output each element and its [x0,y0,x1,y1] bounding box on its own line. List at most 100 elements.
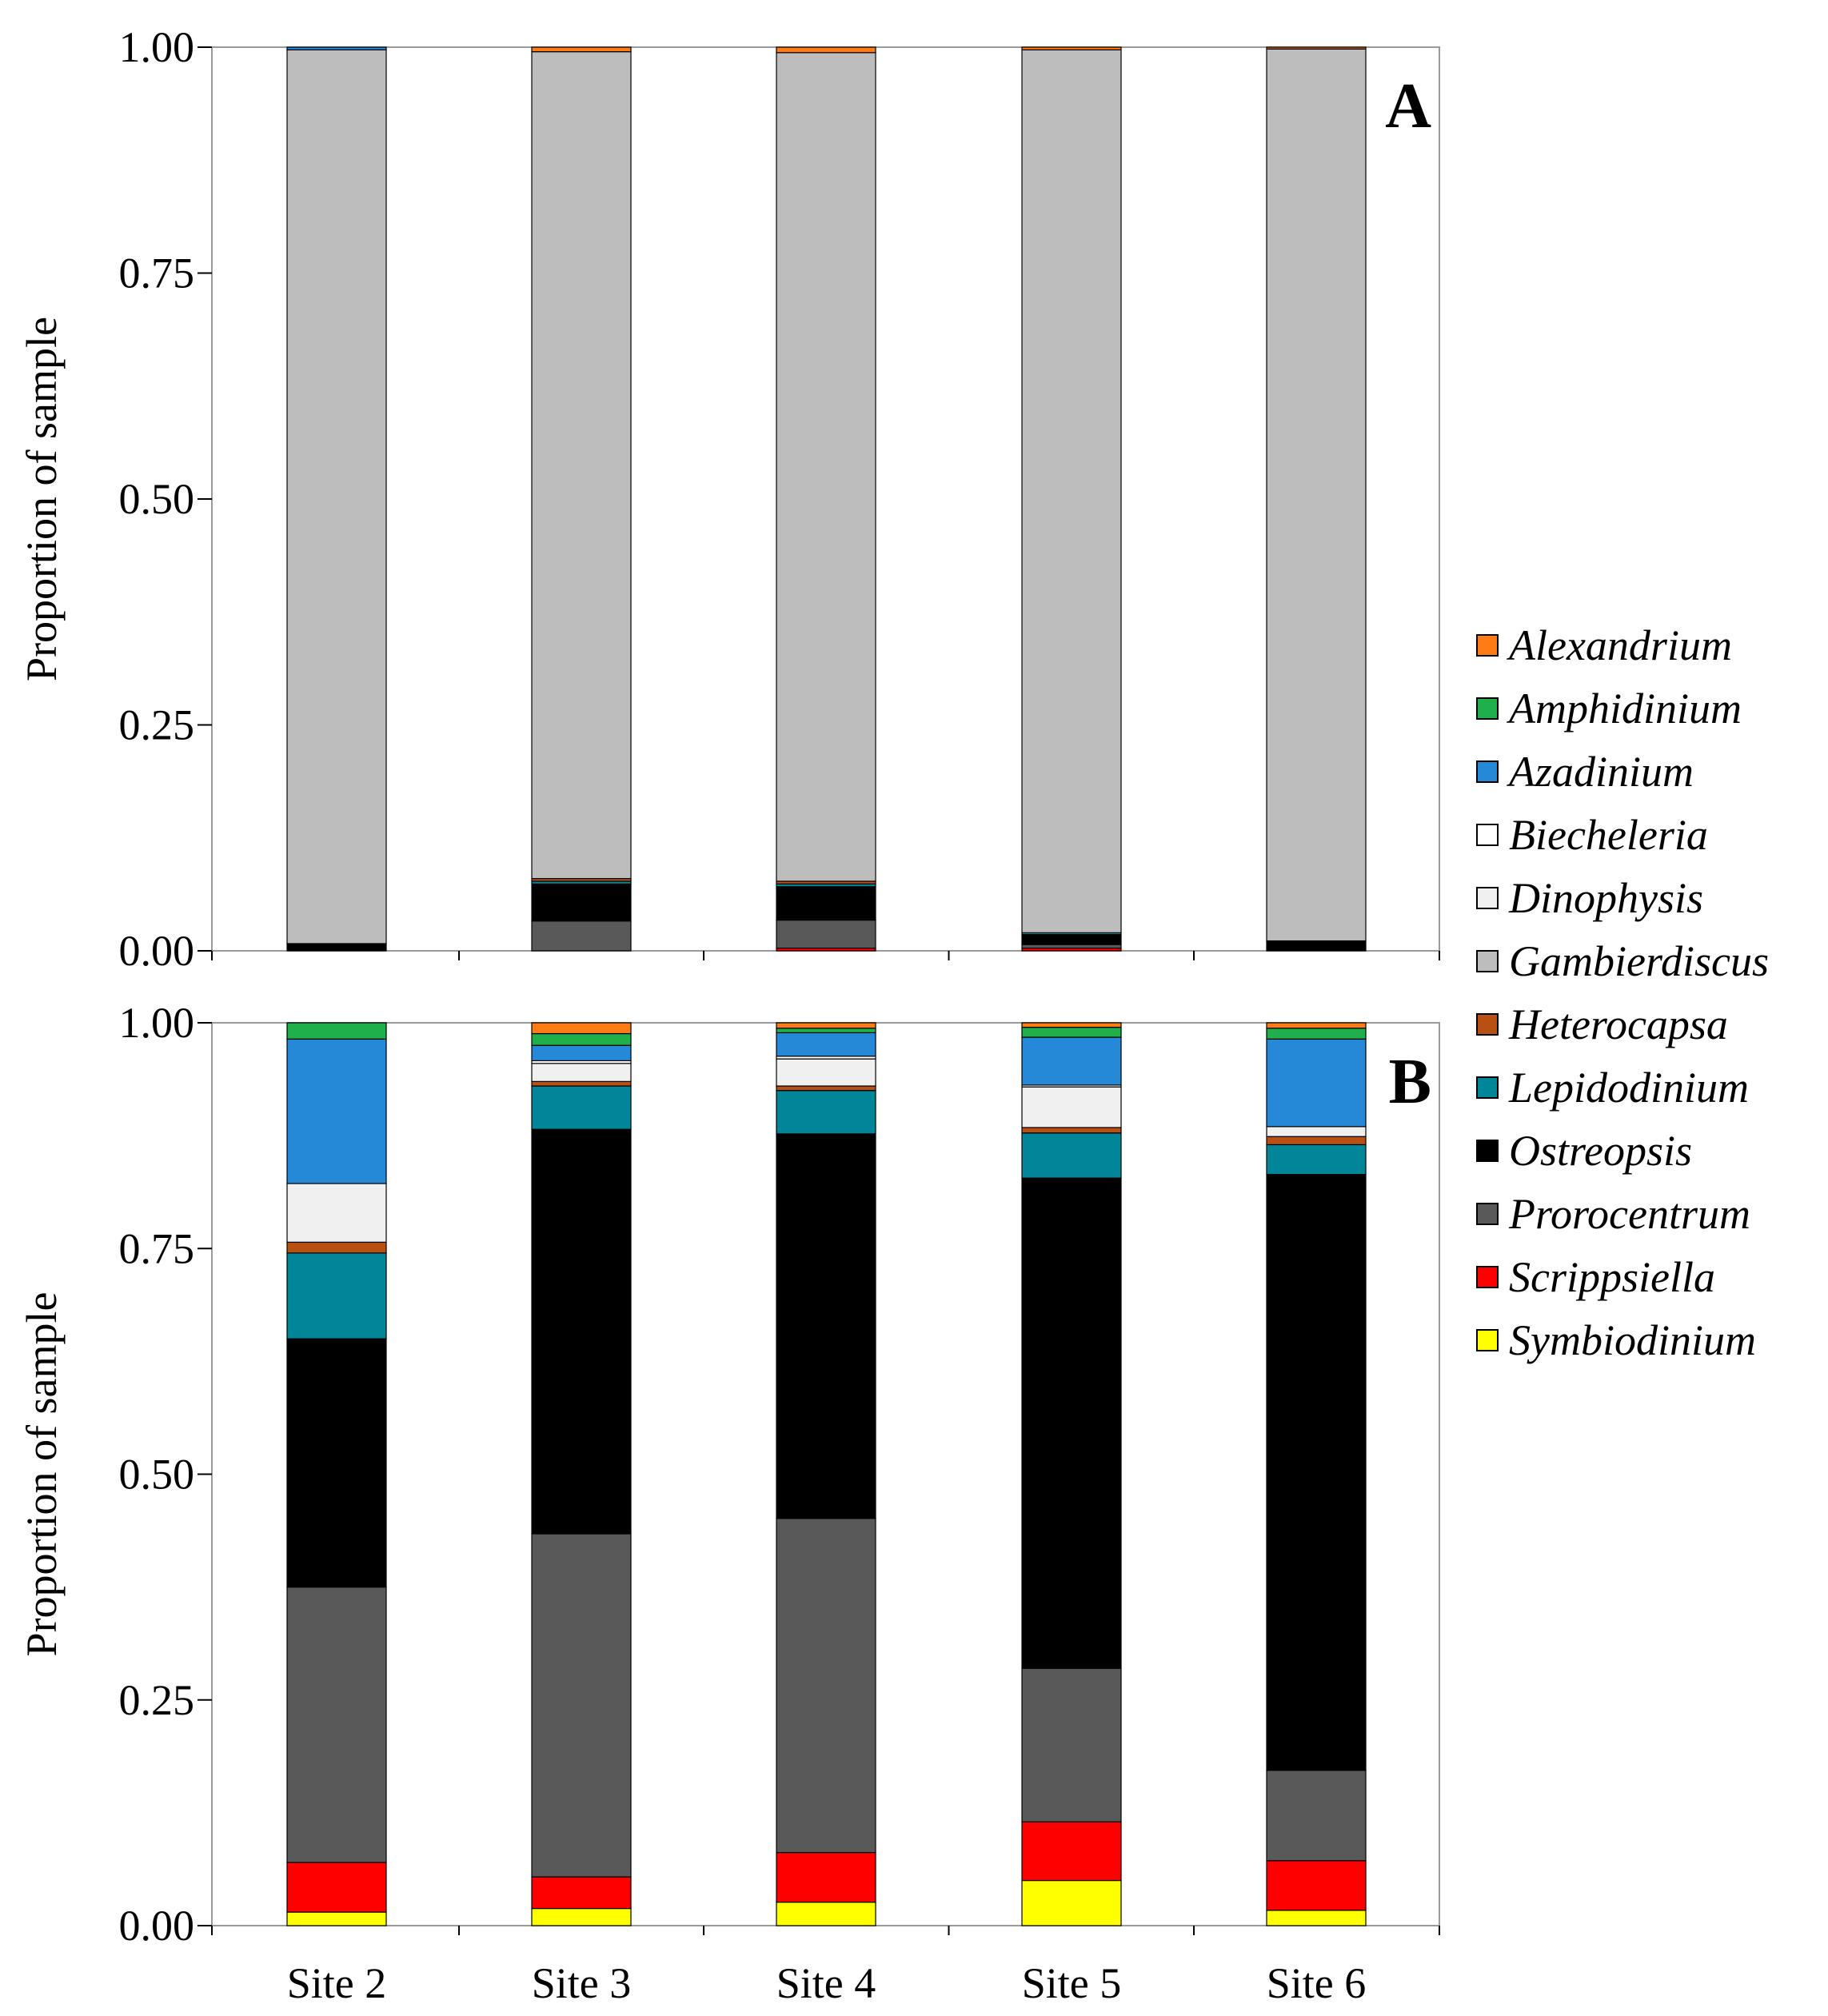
legend-swatch [1476,1203,1499,1225]
bar-segment-site-6-scrippsiella [1266,1860,1367,1911]
bar-segment-site-3-ostreopsis [531,883,632,922]
bar-segment-site-6-alexandrium [1266,1022,1367,1029]
bar-segment-site-4-prorocentrum [776,1518,876,1854]
bar-segment-site-3-heterocapsa [531,1080,632,1087]
bar-segment-site-5-gambierdiscus [1021,49,1122,934]
x-tick-label-site-5: Site 5 [1022,1959,1122,2007]
legend-label: Prorocentrum [1508,1190,1750,1238]
bar-segment-site-4-alexandrium [776,1022,876,1029]
bar-segment-site-6-symbiodinium [1266,1910,1367,1926]
bar-segment-site-2-ostreopsis [286,943,387,952]
panel-letter: A [1385,71,1431,142]
y-axis-title: Proportion of sample [18,1292,66,1657]
bar-segment-site-5-alexandrium [1021,46,1122,50]
legend-item-dinophysis: Dinophysis [1476,874,1703,922]
y-tick-label: 0.00 [119,927,195,975]
bar-segment-site-2-heterocapsa [286,1241,387,1254]
bar-segment-site-5-ostreopsis [1021,1177,1122,1669]
bar-segment-site-4-ostreopsis [776,1133,876,1519]
bar-segment-site-6-ostreopsis [1266,940,1367,952]
legend-swatch [1476,824,1499,846]
legend-label: Amphidinium [1507,685,1742,733]
y-tick-label: 0.00 [119,1902,195,1950]
bar-segment-site-5-alexandrium [1021,1022,1122,1028]
legend-label: Dinophysis [1508,874,1703,922]
y-tick-label: 0.75 [119,1224,195,1272]
legend-swatch [1476,1329,1499,1351]
bar-segment-site-6-gambierdiscus [1266,48,1367,942]
legend-item-symbiodinium: Symbiodinium [1476,1316,1756,1364]
legend-label: Heterocapsa [1508,1000,1728,1048]
bar-segment-site-5-amphidinium [1021,1027,1122,1038]
legend-label: Symbiodinium [1509,1316,1756,1364]
x-tick-label-site-4: Site 4 [776,1959,876,2007]
panel-b: 0.00 0.25 0.50 0.75 1.00 Proportion of sample… [18,999,1440,2007]
legend-label: Alexandrium [1507,621,1732,669]
bar-segment-site-3-symbiodinium [531,1907,632,1926]
bar-segment-site-3-azadinium [531,1044,632,1062]
y-tick-label: 0.50 [119,475,195,523]
bar-segment-site-2-gambierdiscus [286,49,387,944]
bar-segment-site-5-prorocentrum [1021,1667,1122,1822]
bar-segment-site-4-alexandrium [776,46,876,54]
bar-segment-site-2-symbiodinium [286,1911,387,1926]
legend-swatch [1476,1266,1499,1288]
y-tick-label: 0.25 [119,701,195,749]
legend-swatch [1476,887,1499,909]
legend-item-gambierdiscus: Gambierdiscus [1476,937,1769,985]
y-tick-label: 0.50 [119,1451,195,1499]
bar-segment-site-6-prorocentrum [1266,1770,1367,1862]
bar-segment-site-5-azadinium [1021,1036,1122,1086]
bar-segment-site-5-heterocapsa [1021,1127,1122,1134]
bar-segment-site-2-ostreopsis [286,1338,387,1588]
legend-label: Gambierdiscus [1509,937,1769,985]
bar-segment-site-6-alexandrium [1266,46,1367,50]
legend-swatch [1476,697,1499,720]
legend: Alexandrium Amphidinium Azadinium Biecheler… [1476,621,1769,1364]
legend-swatch [1476,1076,1499,1099]
legend-label: Biecheleria [1509,811,1708,859]
legend-item-azadinium: Azadinium [1476,748,1694,796]
bar-segment-site-3-lepidodinium [531,1085,632,1130]
bar-segment-site-4-azadinium [776,1032,876,1057]
panel-letter: B [1389,1047,1431,1117]
legend-item-lepidodinium: Lepidodinium [1476,1064,1749,1112]
bar-segment-site-2-azadinium [286,46,387,50]
bar-segment-site-6-azadinium [1266,1038,1367,1128]
bar-segment-site-4-amphidinium [776,1028,876,1034]
bar-segment-site-2-prorocentrum [286,1587,387,1863]
bar-stack-site-4 [776,1022,876,1926]
legend-label: Ostreopsis [1509,1127,1692,1175]
bar-segment-site-5-prorocentrum [1021,944,1122,949]
legend-item-alexandrium: Alexandrium [1476,621,1732,669]
bar-segment-site-5-symbiodinium [1021,1879,1122,1926]
bar-segment-site-4-lepidodinium [776,1090,876,1135]
legend-item-prorocentrum: Prorocentrum [1476,1190,1750,1238]
y-axis-title: Proportion of sample [18,317,66,681]
bar-segment-site-3-alexandrium [531,1022,632,1035]
bar-segment-site-4-gambierdiscus [776,52,876,882]
bar-stack-site-2 [286,46,387,952]
bar-stack-site-3 [531,46,632,952]
legend-item-ostreopsis: Ostreopsis [1476,1127,1692,1175]
bar-segment-site-4-heterocapsa [776,1085,876,1092]
x-tick-label-site-3: Site 3 [532,1959,632,2007]
bar-segment-site-4-scrippsiella [776,1851,876,1903]
x-tick-label-site-6: Site 6 [1267,1959,1367,2007]
bar-segment-site-3-scrippsiella [531,1876,632,1910]
bar-stack-site-6 [1266,1022,1367,1926]
bar-segment-site-3-gambierdiscus [531,51,632,880]
bar-segment-site-5-scrippsiella [1021,1821,1122,1882]
bar-segment-site-3-amphidinium [531,1032,632,1046]
legend-item-amphidinium: Amphidinium [1476,685,1742,733]
bar-stack-site-2 [286,1022,387,1926]
legend-swatch [1476,760,1499,783]
legend-label: Azadinium [1507,748,1694,796]
legend-swatch [1476,634,1499,657]
legend-swatch [1476,1140,1499,1162]
legend-item-scrippsiella: Scrippsiella [1476,1253,1715,1301]
bar-segment-site-6-lepidodinium [1266,1144,1367,1176]
legend-label: Lepidodinium [1508,1064,1749,1112]
bar-segment-site-5-ostreopsis [1021,934,1122,945]
